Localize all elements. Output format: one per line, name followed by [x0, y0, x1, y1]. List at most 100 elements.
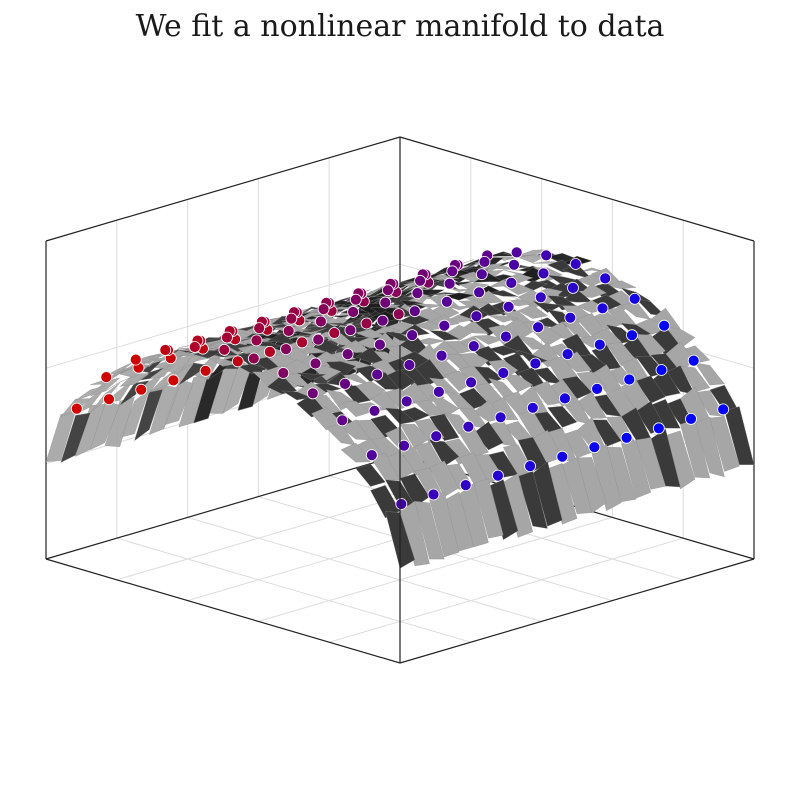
data-point: [341, 348, 354, 361]
data-point: [475, 268, 488, 281]
data-point: [470, 310, 483, 323]
data-point: [435, 349, 448, 362]
data-point: [373, 338, 386, 351]
data-point: [556, 450, 569, 463]
axis-edge: [45, 136, 401, 242]
surface-patch: [370, 452, 401, 481]
data-point: [414, 274, 427, 287]
surface-patch: [473, 272, 504, 283]
data-point: [588, 441, 601, 454]
data-point: [540, 249, 553, 262]
data-point: [221, 331, 233, 344]
data-point: [360, 317, 373, 330]
data-point: [559, 392, 571, 405]
data-point: [620, 431, 633, 444]
data-point: [347, 306, 360, 318]
surface-patch: [635, 334, 666, 359]
data-point: [473, 286, 486, 299]
data-point: [312, 333, 325, 346]
data-point: [526, 401, 539, 414]
data-point: [344, 324, 357, 337]
data-point: [392, 308, 405, 321]
surface-patch: [621, 440, 651, 499]
data-point: [381, 284, 394, 297]
data-point: [596, 302, 609, 315]
surface-patch: [119, 373, 150, 387]
surface-patch: [488, 315, 519, 323]
surface-patch: [532, 301, 563, 313]
data-point: [626, 329, 638, 342]
data-point: [309, 357, 322, 370]
data-point: [379, 296, 392, 309]
data-point: [328, 327, 341, 339]
surface-patch: [414, 399, 445, 416]
data-point: [564, 311, 577, 324]
surface-patch: [488, 290, 519, 297]
data-point: [524, 460, 536, 473]
grid-line: [258, 516, 613, 622]
data-point: [277, 367, 290, 379]
data-point: [561, 348, 574, 361]
surface-patch: [399, 424, 430, 450]
data-point: [427, 488, 440, 501]
data-point: [70, 402, 83, 415]
data-point: [247, 352, 260, 365]
data-point: [652, 422, 665, 435]
data-point: [623, 373, 636, 386]
surface-patch: [340, 442, 371, 463]
data-point: [408, 305, 421, 318]
surface-patch: [340, 400, 371, 417]
data-point: [339, 377, 351, 390]
data-point: [717, 403, 730, 416]
data-point: [502, 300, 515, 313]
data-point: [532, 321, 544, 334]
surface-patch: [237, 364, 268, 375]
surface-patch: [473, 478, 504, 539]
data-point: [188, 341, 201, 353]
data-point: [685, 412, 697, 425]
surface-patch: [709, 416, 740, 472]
data-point: [103, 393, 115, 406]
surface-patch: [591, 344, 622, 370]
surface-patch: [502, 374, 534, 393]
surface-patch: [149, 348, 179, 361]
data-point: [508, 258, 520, 271]
data-point: [593, 338, 606, 351]
data-point: [159, 344, 172, 356]
data-point: [658, 319, 671, 332]
data-point: [599, 272, 612, 285]
data-point: [537, 267, 550, 280]
surface-patch: [562, 376, 593, 400]
surface-patch: [296, 327, 327, 335]
data-point: [403, 359, 416, 371]
data-point: [494, 411, 507, 424]
surface-patch: [635, 437, 666, 490]
surface-patch: [680, 365, 711, 393]
axis-edge: [399, 136, 755, 242]
data-point: [280, 343, 292, 356]
data-point: [376, 314, 389, 327]
data-point: [218, 343, 231, 356]
data-point: [365, 449, 378, 462]
surface-patch: [532, 381, 563, 406]
axis-edge: [45, 558, 401, 664]
surface-patch: [414, 303, 445, 309]
surface-patch: [517, 304, 548, 319]
grid-line: [329, 537, 684, 643]
data-point: [432, 385, 445, 398]
data-point: [306, 387, 319, 400]
surface-patch: [429, 394, 460, 418]
surface-patch: [429, 460, 460, 498]
data-point: [497, 367, 510, 379]
grid-line: [187, 516, 542, 622]
surface-patch: [355, 463, 386, 487]
surface-patch: [149, 385, 180, 435]
data-point: [135, 383, 148, 396]
data-point: [263, 345, 276, 358]
data-point: [398, 439, 410, 452]
surface-patch: [414, 501, 445, 560]
data-point: [199, 364, 212, 377]
data-point: [505, 276, 518, 289]
data-point: [687, 354, 700, 367]
chart-title: We fit a nonlinear manifold to data: [136, 9, 665, 44]
